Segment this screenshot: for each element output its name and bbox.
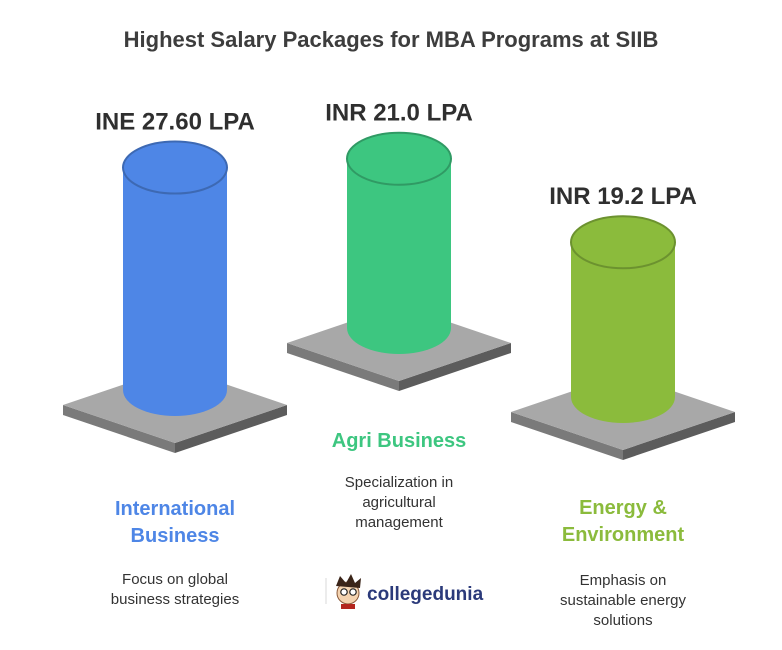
bar-top: [122, 140, 228, 195]
bar-group: INR 19.2 LPA Energy & Environment Emphasis …: [511, 183, 735, 629]
category-label: International: [115, 498, 235, 520]
bar-top: [346, 131, 452, 186]
description-text: management: [355, 514, 443, 531]
bars: INE 27.60 LPA International Business Focus …: [63, 100, 735, 629]
bar: [347, 158, 451, 354]
description-text: agricultural: [362, 494, 435, 511]
bar: [123, 167, 227, 416]
category-label: Environment: [562, 524, 685, 546]
description-text: Focus on global: [122, 571, 228, 588]
base-slab-left: [287, 343, 399, 391]
category-label: Energy &: [579, 497, 667, 519]
bar-top: [570, 215, 676, 270]
bar-group: INR 21.0 LPA Agri Business Specialization …: [287, 100, 511, 531]
description-text: solutions: [593, 612, 652, 629]
description-text: business strategies: [111, 591, 239, 608]
chart-title: Highest Salary Packages for MBA Programs…: [124, 27, 659, 52]
category-label: Agri Business: [332, 430, 466, 452]
category-label: Business: [131, 525, 220, 547]
value-label: INE 27.60 LPA: [95, 109, 255, 136]
logo-text: collegedunia: [367, 584, 484, 605]
description-text: Specialization in: [345, 474, 453, 491]
collegedunia-logo: collegedunia: [325, 574, 484, 609]
value-label: INR 21.0 LPA: [325, 100, 473, 127]
description-text: sustainable energy: [560, 592, 686, 609]
base-slab-left: [511, 412, 623, 460]
value-label: INR 19.2 LPA: [549, 183, 697, 210]
base-slab-right: [399, 343, 511, 391]
base-slab-right: [175, 405, 287, 453]
description-text: Emphasis on: [580, 572, 667, 589]
bar: [571, 242, 675, 423]
base-slab-right: [623, 412, 735, 460]
bar-group: INE 27.60 LPA International Business Focus …: [63, 109, 287, 608]
base-slab-left: [63, 405, 175, 453]
